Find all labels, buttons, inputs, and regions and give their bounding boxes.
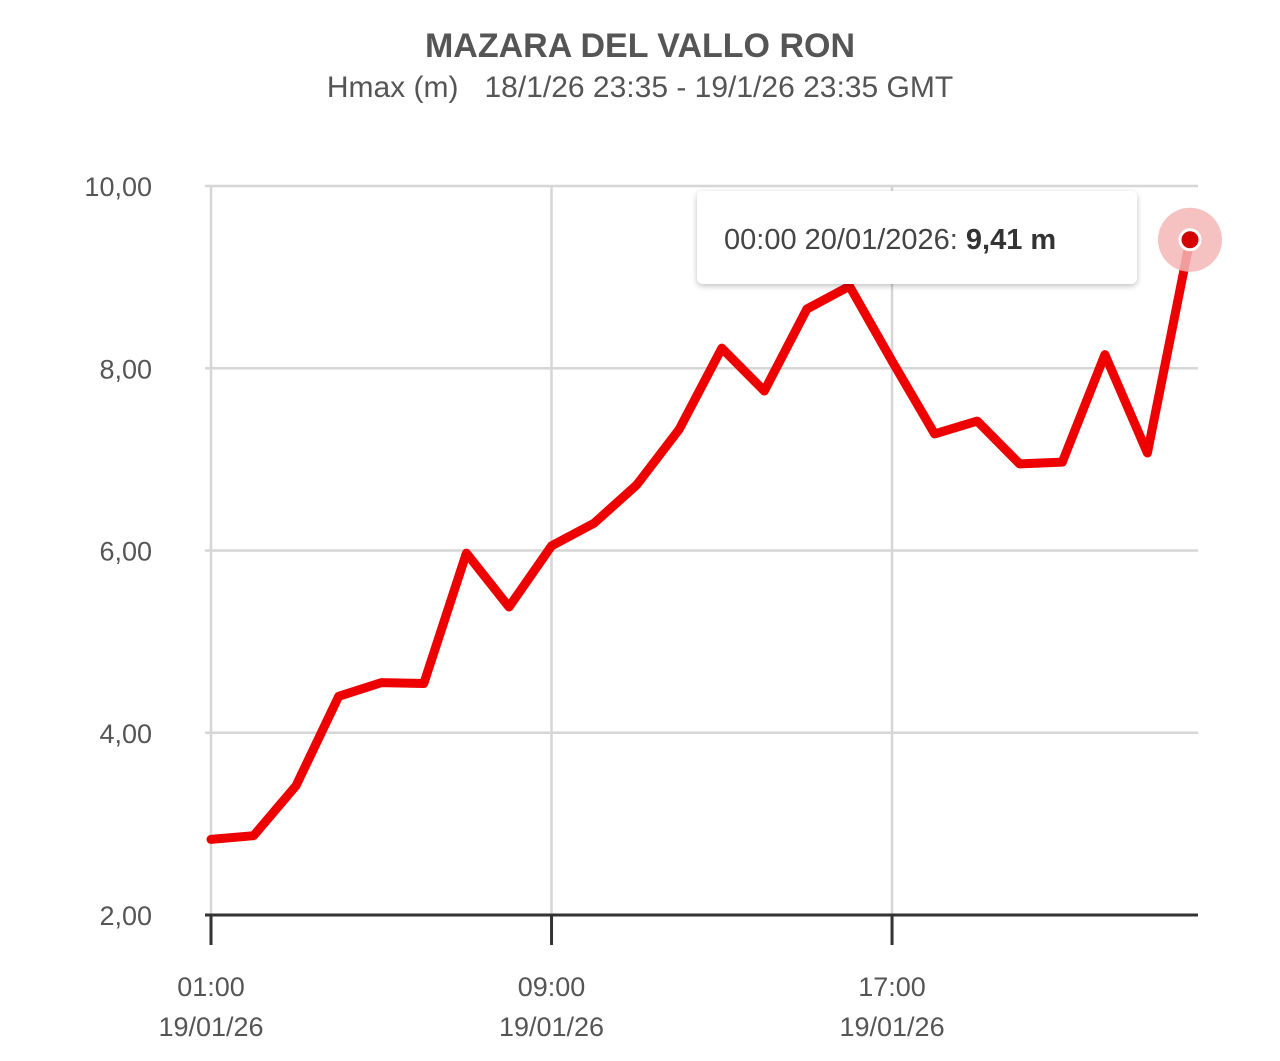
x-tick-time: 09:00 (518, 972, 586, 1002)
series-layer (206, 207, 1222, 844)
data-point (1102, 352, 1108, 358)
data-point (974, 418, 980, 424)
data-point (932, 431, 938, 437)
data-point (336, 693, 342, 699)
data-point (1017, 461, 1023, 467)
data-point (591, 520, 597, 526)
data-point (1059, 459, 1065, 465)
x-axis: 01:00 19/01/26 09:00 19/01/26 17:00 19/01/26 (158, 913, 1198, 1042)
x-tick-date: 19/01/26 (158, 1012, 263, 1042)
y-tick-label: 4,00 (99, 719, 152, 749)
x-tick-time: 17:00 (858, 972, 926, 1002)
x-tick-time: 01:00 (177, 972, 245, 1002)
chart-grid (205, 184, 1198, 915)
subtitle-range: 18/1/26 23:35 - 19/1/26 23:35 GMT (485, 71, 954, 104)
subtitle-measure: Hmax (m) (327, 71, 459, 104)
data-point (506, 604, 512, 610)
y-axis: 10,00 8,00 6,00 4,00 2,00 (84, 172, 152, 931)
data-point (846, 283, 852, 289)
series-line (206, 235, 1195, 844)
data-point (208, 836, 214, 842)
data-point (463, 550, 469, 556)
tooltip: 00:00 20/01/2026: 9,41 m (697, 191, 1137, 284)
data-point (804, 306, 810, 312)
chart-subtitle: Hmax (m) 18/1/26 23:35 - 19/1/26 23:35 GM… (327, 71, 953, 104)
data-point (251, 833, 257, 839)
data-point (421, 681, 427, 687)
tooltip-label: 00:00 20/01/2026: (724, 224, 966, 256)
data-point (1144, 450, 1150, 456)
tooltip-value: 9,41 m (966, 224, 1056, 256)
data-point (378, 680, 384, 686)
tooltip-box (697, 191, 1137, 284)
tooltip-text: 00:00 20/01/2026: 9,41 m (724, 224, 1056, 256)
y-tick-label: 6,00 (99, 537, 152, 567)
y-tick-label: 8,00 (99, 354, 152, 384)
y-tick-label: 2,00 (99, 901, 152, 931)
highlight-point[interactable] (1178, 228, 1202, 252)
x-tick-date: 19/01/26 (839, 1012, 944, 1042)
data-point (889, 358, 895, 364)
y-tick-label: 10,00 (84, 172, 152, 202)
x-tick-date: 19/01/26 (499, 1012, 604, 1042)
data-point (634, 482, 640, 488)
data-point (761, 388, 767, 394)
data-point (676, 426, 682, 432)
data-point (719, 345, 725, 351)
chart-title: MAZARA DEL VALLO RON (425, 27, 855, 65)
data-point (549, 543, 555, 549)
data-point (293, 783, 299, 789)
